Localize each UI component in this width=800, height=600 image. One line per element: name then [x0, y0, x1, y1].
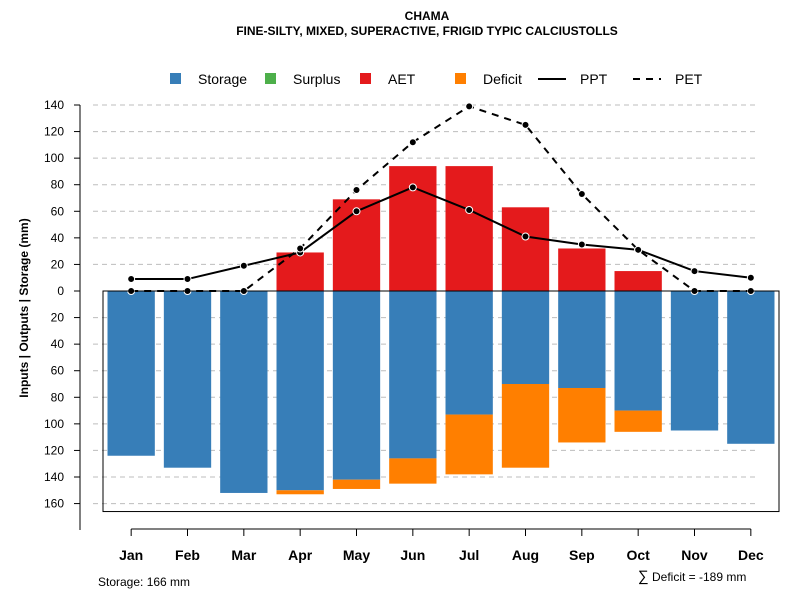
pet-point-jul	[465, 102, 474, 111]
x-tick-label-nov: Nov	[681, 547, 708, 563]
x-tick-label-apr: Apr	[288, 547, 313, 563]
storage-bar-nov	[670, 291, 719, 431]
y-tick-label-100: 100	[44, 151, 64, 165]
aet-bar-oct	[614, 271, 662, 291]
deficit-bar-aug	[501, 384, 550, 468]
y-tick-label--100: 100	[44, 417, 64, 431]
aet-bar-aug	[501, 207, 550, 291]
aet-bar-apr	[276, 252, 324, 291]
pet-point-sep	[577, 190, 586, 199]
ppt-point-jan	[127, 275, 136, 284]
x-tick-label-jul: Jul	[459, 547, 479, 563]
ppt-point-mar	[239, 261, 248, 270]
ppt-point-feb	[183, 275, 192, 284]
legend-swatch-deficit	[455, 73, 466, 84]
y-tick-label--20: 20	[51, 311, 65, 325]
storage-bar-jun	[389, 291, 437, 459]
pet-point-jun	[408, 138, 417, 147]
legend-swatch-surplus	[265, 73, 276, 84]
ppt-line	[131, 186, 751, 281]
ppt-point-may	[352, 207, 361, 216]
deficit-bar-may	[332, 479, 381, 489]
y-tick-label-80: 80	[51, 178, 65, 192]
y-tick-label--120: 120	[44, 443, 64, 457]
y-tick-label-20: 20	[51, 257, 65, 271]
y-tick-label--140: 140	[44, 470, 64, 484]
storage-bar-apr	[276, 291, 324, 491]
x-tick-label-sep: Sep	[569, 547, 595, 563]
storage-bar-may	[332, 291, 381, 480]
aet-bar-sep	[558, 248, 606, 291]
ppt-point-nov	[690, 267, 699, 276]
deficit-note: Deficit = -189 mm	[652, 570, 746, 584]
storage-bar-mar	[220, 291, 268, 493]
deficit-bar-jul	[445, 414, 493, 475]
chart-subtitle: FINE-SILTY, MIXED, SUPERACTIVE, FRIGID T…	[236, 24, 618, 38]
ppt-point-aug	[521, 232, 530, 241]
x-tick-label-jan: Jan	[119, 547, 143, 563]
deficit-bar-sep	[558, 387, 606, 443]
legend-label-storage: Storage	[198, 71, 247, 87]
y-tick-label-60: 60	[51, 204, 65, 218]
bars	[107, 166, 775, 495]
y-axis-label: Inputs | Outputs | Storage (mm)	[17, 218, 31, 397]
x-tick-label-aug: Aug	[512, 547, 539, 563]
y-tick-label--160: 160	[44, 497, 64, 511]
x-tick-label-dec: Dec	[738, 547, 764, 563]
deficit-symbol: ∑	[638, 568, 649, 585]
series-lines	[127, 102, 755, 295]
storage-bar-aug	[501, 291, 550, 385]
ppt-point-sep	[577, 240, 586, 249]
legend-label-pet: PET	[675, 71, 703, 87]
deficit-bar-jun	[389, 458, 437, 484]
axes: 140 120 100 80 60 40 20 0 20 40 60 80 100 120 140 160 Ja…	[44, 98, 780, 563]
storage-bar-jan	[107, 291, 155, 456]
storage-note: Storage: 166 mm	[98, 575, 190, 589]
y-tick-label-0: 0	[57, 284, 64, 298]
legend: Storage Surplus AET Deficit PPT PET	[170, 71, 703, 87]
y-tick-label--80: 80	[51, 390, 65, 404]
storage-bar-jul	[445, 291, 493, 415]
pet-point-aug	[521, 120, 530, 129]
x-tick-label-feb: Feb	[175, 547, 200, 563]
storage-bar-oct	[614, 291, 662, 411]
ppt-point-jul	[465, 205, 474, 214]
y-tick-label--40: 40	[51, 337, 65, 351]
legend-label-ppt: PPT	[580, 71, 608, 87]
legend-label-surplus: Surplus	[293, 71, 340, 87]
deficit-bar-apr	[276, 490, 324, 495]
pet-point-oct	[634, 245, 643, 254]
deficit-bar-oct	[614, 410, 662, 432]
x-tick-label-mar: Mar	[231, 547, 256, 563]
y-tick-label--60: 60	[51, 364, 65, 378]
storage-bar-feb	[163, 291, 212, 468]
y-tick-label-120: 120	[44, 125, 64, 139]
pet-point-apr	[296, 244, 305, 253]
x-tick-label-may: May	[343, 547, 370, 563]
y-tick-label-40: 40	[51, 231, 65, 245]
legend-label-aet: AET	[388, 71, 416, 87]
chart-title: CHAMA	[405, 9, 450, 23]
ppt-point-jun	[408, 183, 417, 192]
legend-swatch-aet	[360, 73, 371, 84]
aet-bar-jul	[445, 166, 493, 291]
pet-point-may	[352, 186, 361, 195]
x-tick-label-oct: Oct	[626, 547, 650, 563]
legend-label-deficit: Deficit	[483, 71, 522, 87]
y-tick-label-140: 140	[44, 98, 64, 112]
storage-bar-dec	[727, 291, 775, 444]
ppt-point-dec	[746, 273, 755, 282]
legend-swatch-storage	[170, 73, 181, 84]
storage-bar-sep	[558, 291, 606, 388]
x-tick-label-jun: Jun	[400, 547, 425, 563]
